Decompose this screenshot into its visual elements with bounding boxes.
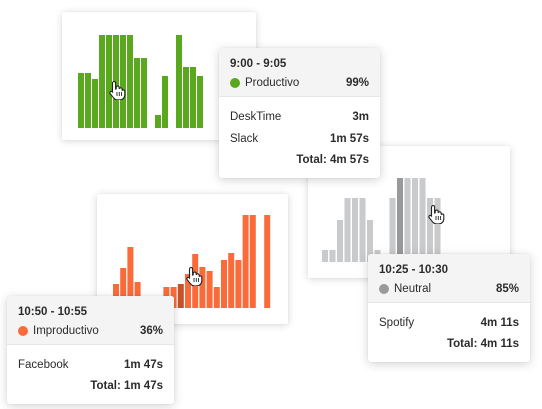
activity-bar[interactable] — [249, 215, 256, 308]
category-label: Productivo — [245, 77, 300, 89]
productive-bar-chart — [78, 35, 203, 128]
activity-bar[interactable] — [134, 58, 140, 128]
activity-bar[interactable] — [228, 253, 235, 308]
activity-bar[interactable] — [344, 198, 351, 262]
category: Neutral — [379, 283, 431, 295]
app-duration: 1m 47s — [123, 359, 163, 371]
app-row: Slack 1m 57s — [230, 128, 369, 150]
activity-bar[interactable] — [120, 268, 127, 308]
activity-bar[interactable] — [113, 35, 119, 128]
activity-bar[interactable] — [141, 58, 147, 128]
unproductive-dot-icon — [18, 326, 28, 336]
activity-bar[interactable] — [106, 35, 112, 128]
time-range: 9:00 - 9:05 — [230, 58, 287, 70]
activity-bar[interactable] — [197, 76, 203, 128]
category-label: Neutral — [394, 283, 432, 295]
time-range: 10:50 - 10:55 — [18, 306, 88, 318]
activity-bar[interactable] — [337, 220, 343, 262]
activity-bar[interactable] — [367, 220, 373, 262]
category: Improductivo — [18, 325, 99, 337]
activity-bar[interactable] — [434, 198, 441, 262]
app-row: Facebook 1m 47s — [18, 354, 163, 376]
activity-bar[interactable] — [213, 287, 220, 308]
category-label: Improductivo — [33, 325, 99, 337]
activity-bar[interactable] — [359, 198, 366, 262]
app-name: DeskTime — [230, 111, 282, 123]
activity-bar[interactable] — [242, 215, 249, 308]
tooltip-header: 9:00 - 9:05 Productivo 99% — [219, 48, 380, 97]
app-name: Spotify — [379, 317, 415, 329]
category: Productivo — [230, 77, 299, 89]
time-range: 10:25 - 10:30 — [379, 264, 449, 276]
activity-bar[interactable] — [162, 76, 168, 128]
activity-bar[interactable] — [120, 35, 126, 128]
total: Total: 1m 47s — [90, 380, 163, 392]
productive-dot-icon — [230, 78, 240, 88]
category-percent: 99% — [345, 77, 369, 89]
tooltip-body: DeskTime 3m Slack 1m 57s Total: 4m 57s — [219, 97, 380, 178]
activity-bar[interactable] — [221, 260, 227, 308]
activity-bar[interactable] — [78, 73, 84, 128]
activity-bar[interactable] — [92, 79, 98, 128]
activity-bar[interactable] — [85, 73, 91, 128]
neutral-tooltip: 10:25 - 10:30 Neutral 85% Spotify 4m 11s… — [368, 254, 530, 362]
activity-bar[interactable] — [264, 215, 271, 308]
activity-bar[interactable] — [427, 198, 433, 262]
unproductive-chart-card — [97, 194, 288, 324]
hand-cursor-icon — [109, 80, 126, 100]
activity-bar[interactable] — [176, 35, 182, 128]
unproductive-tooltip: 10:50 - 10:55 Improductivo 36% Facebook … — [7, 296, 174, 404]
productive-tooltip: 9:00 - 9:05 Productivo 99% DeskTime 3m S… — [219, 48, 380, 178]
activity-bar[interactable] — [155, 115, 161, 128]
activity-bar[interactable] — [199, 267, 206, 308]
activity-bar[interactable] — [412, 178, 418, 262]
highlighted-bar[interactable] — [177, 284, 184, 308]
activity-bar[interactable] — [329, 250, 336, 262]
activity-bar[interactable] — [419, 178, 426, 262]
activity-bar[interactable] — [190, 67, 196, 128]
app-name: Slack — [230, 133, 259, 145]
tooltip-header: 10:25 - 10:30 Neutral 85% — [368, 254, 530, 303]
app-row: Spotify 4m 11s — [379, 312, 519, 334]
unproductive-bar-chart — [113, 215, 271, 308]
neutral-dot-icon — [379, 284, 389, 294]
total: Total: 4m 57s — [296, 154, 369, 166]
app-duration: 4m 11s — [480, 317, 519, 329]
activity-bar[interactable] — [206, 271, 213, 308]
activity-bar[interactable] — [127, 35, 133, 128]
activity-bar[interactable] — [352, 198, 358, 262]
tooltip-body: Spotify 4m 11s Total: 4m 11s — [368, 303, 530, 362]
activity-bar[interactable] — [389, 198, 396, 262]
activity-bar[interactable] — [322, 250, 328, 262]
app-duration: 1m 57s — [329, 133, 369, 145]
activity-bar[interactable] — [235, 260, 242, 308]
app-row: DeskTime 3m — [230, 106, 369, 128]
app-name: Facebook — [18, 359, 69, 371]
category-percent: 85% — [495, 283, 519, 295]
activity-bar[interactable] — [404, 178, 411, 262]
activity-bar[interactable] — [127, 247, 134, 308]
activity-bar[interactable] — [183, 67, 189, 128]
tooltip-body: Facebook 1m 47s Total: 1m 47s — [7, 345, 174, 404]
tooltip-header: 10:50 - 10:55 Improductivo 36% — [7, 296, 174, 345]
total: Total: 4m 11s — [446, 338, 519, 350]
category-percent: 36% — [139, 325, 163, 337]
activity-bar[interactable] — [185, 274, 191, 308]
app-duration: 3m — [352, 111, 369, 123]
activity-bar[interactable] — [134, 282, 141, 308]
activity-bar[interactable] — [99, 35, 105, 128]
highlighted-bar[interactable] — [397, 178, 403, 262]
hand-cursor-icon — [428, 204, 445, 224]
hand-cursor-icon — [186, 266, 203, 286]
